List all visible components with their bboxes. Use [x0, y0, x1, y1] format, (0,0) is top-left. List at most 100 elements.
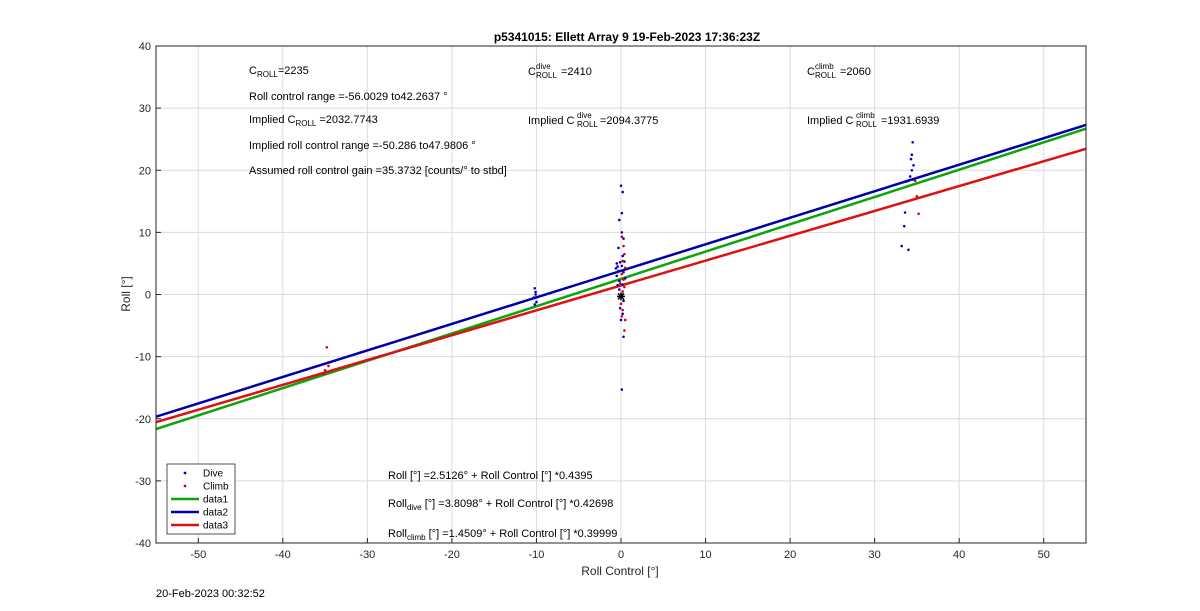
- x-tick-label: -50: [190, 549, 206, 561]
- x-tick-label: -20: [444, 549, 460, 561]
- point-dive: [912, 163, 915, 167]
- fit-line-data1: [155, 127, 1087, 431]
- chart-title: p5341015: Ellett Array 9 19-Feb-2023 17:…: [494, 30, 760, 44]
- equation-all: Roll [°] =2.5126° + Roll Control [°] *0.…: [388, 470, 593, 482]
- annotation-implied-c-roll: Implied CROLL =2032.7743: [249, 114, 378, 128]
- point-climb: [620, 314, 624, 318]
- point-dive: [534, 290, 537, 294]
- legend-label: data2: [203, 508, 228, 519]
- point-climb: [620, 272, 624, 276]
- point-dive: [908, 175, 912, 178]
- point-dive: [619, 184, 623, 188]
- fit-line-data3: [155, 147, 1087, 424]
- point-dive: [621, 190, 624, 194]
- point-dive: [622, 299, 625, 303]
- y-tick-label: -40: [135, 538, 151, 550]
- point-dive: [910, 153, 914, 157]
- svg-text:ROLL: ROLL: [815, 71, 836, 80]
- point-dive: [618, 218, 621, 222]
- point-dive: [621, 312, 624, 316]
- x-tick-label: 10: [699, 549, 711, 561]
- legend-swatch-climb: [183, 484, 187, 488]
- point-dive: [532, 296, 536, 299]
- point-dive: [902, 224, 906, 228]
- point-dive: [620, 231, 624, 234]
- point-dive: [618, 260, 622, 264]
- point-climb: [623, 318, 627, 322]
- point-dive: [620, 388, 624, 391]
- point-dive: [533, 303, 537, 306]
- point-dive: [622, 270, 625, 274]
- equation-climb: Rollclimb [°] =1.4509° + Roll Control [°…: [388, 528, 617, 542]
- x-tick-label: 30: [869, 549, 881, 561]
- point-dive: [615, 262, 619, 265]
- fit-lines: [155, 123, 1087, 431]
- legend-swatch-dive: [183, 471, 187, 475]
- svg-text:dive: dive: [536, 62, 551, 71]
- point-dive: [621, 254, 624, 258]
- fit-line-data2: [155, 123, 1087, 418]
- point-dive: [622, 335, 625, 339]
- origin-marker-stroke: [617, 292, 625, 300]
- point-dive: [535, 300, 538, 304]
- annotation-implied-roll-range: Implied roll control range =-50.286 to47…: [249, 140, 476, 152]
- svg-text:climb: climb: [856, 111, 875, 120]
- annotation-implied-c-dive: Implied C dive ROLL =2094.3775: [528, 111, 658, 129]
- point-dive: [905, 180, 909, 183]
- point-dive: [614, 267, 618, 270]
- point-dive: [621, 283, 624, 286]
- y-tick-labels: -40 -30 -20 -10 0 10 20 30 40: [135, 41, 161, 550]
- point-climb: [621, 308, 624, 312]
- svg-text:climb: climb: [815, 62, 834, 71]
- origin-marker: [617, 292, 625, 301]
- legend-label: Climb: [203, 482, 229, 493]
- svg-text:=1931.6939: =1931.6939: [881, 115, 939, 127]
- point-climb: [622, 244, 625, 248]
- point-climb: [623, 252, 626, 256]
- svg-text:Implied C: Implied C: [528, 115, 575, 127]
- svg-text:Implied C: Implied C: [807, 115, 854, 127]
- equation-dive: Rolldive [°] =3.8098° + Roll Control [°]…: [388, 498, 613, 512]
- point-dive: [618, 306, 622, 310]
- point-dive: [617, 246, 620, 250]
- x-tick-label: 0: [618, 549, 624, 561]
- point-dive: [618, 288, 621, 291]
- y-tick-label: 40: [139, 41, 151, 53]
- point-dive: [903, 211, 907, 214]
- point-dive: [622, 237, 625, 240]
- point-dive: [616, 283, 619, 287]
- x-tick-label: -10: [529, 549, 545, 561]
- x-axis-label: Roll Control [°]: [581, 564, 659, 578]
- y-axis-label: Roll [°]: [119, 276, 133, 311]
- annotation-c-roll: CROLL=2235: [249, 65, 309, 79]
- point-dive: [909, 157, 913, 161]
- svg-text:ROLL: ROLL: [536, 71, 557, 80]
- point-climb: [618, 282, 622, 285]
- point-climb: [915, 195, 919, 198]
- svg-text:=2410: =2410: [561, 66, 592, 78]
- svg-text:C: C: [807, 66, 815, 78]
- y-tick-label: 20: [139, 165, 151, 177]
- point-dive: [907, 248, 910, 252]
- point-dive: [620, 264, 624, 268]
- point-climb: [323, 368, 327, 372]
- point-dive: [617, 269, 620, 273]
- svg-text:C: C: [528, 66, 536, 78]
- point-dive: [615, 274, 619, 278]
- point-climb: [322, 372, 325, 376]
- data-points: [322, 140, 920, 391]
- y-tick-label: -30: [135, 476, 151, 488]
- point-dive: [911, 140, 914, 144]
- x-tick-label: 40: [953, 549, 965, 561]
- point-dive: [533, 286, 537, 290]
- point-dive: [618, 279, 621, 283]
- point-dive: [910, 168, 914, 172]
- point-climb: [913, 179, 917, 183]
- point-climb: [623, 285, 626, 289]
- y-tick-label: 0: [145, 290, 151, 302]
- point-climb: [917, 212, 920, 216]
- point-climb: [325, 346, 329, 349]
- x-tick-label: -30: [359, 549, 375, 561]
- annotation-roll-control-range: Roll control range =-56.0029 to42.2637 °: [249, 91, 448, 103]
